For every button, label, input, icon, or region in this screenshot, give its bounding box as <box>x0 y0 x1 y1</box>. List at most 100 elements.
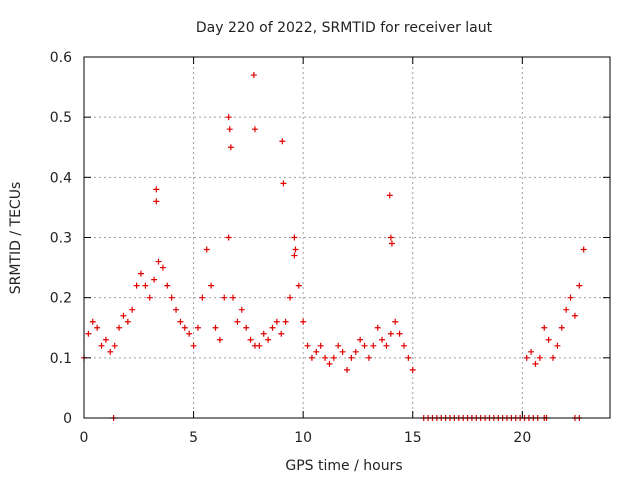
data-point <box>545 336 552 343</box>
data-point <box>153 198 160 205</box>
data-point <box>208 282 215 289</box>
y-tick-label: 0.5 <box>50 110 72 126</box>
y-tick-label: 0.4 <box>50 170 72 186</box>
data-point <box>159 264 166 271</box>
data-point <box>227 144 234 151</box>
y-tick-label: 0.2 <box>50 291 72 307</box>
data-point <box>164 282 171 289</box>
y-tick-label: 0.3 <box>50 231 72 247</box>
data-point <box>317 342 324 349</box>
data-point <box>173 306 180 313</box>
data-point <box>273 318 280 325</box>
data-point <box>396 330 403 337</box>
data-point <box>251 126 258 133</box>
data-point <box>203 246 210 253</box>
data-point <box>186 330 193 337</box>
chart-title: Day 220 of 2022, SRMTID for receiver lau… <box>196 20 493 36</box>
data-point <box>168 294 175 301</box>
data-point <box>558 324 565 331</box>
data-point <box>330 354 337 361</box>
data-point <box>405 354 412 361</box>
data-point <box>308 354 315 361</box>
y-tick-label: 0 <box>63 411 72 427</box>
data-point <box>387 234 394 241</box>
data-point <box>98 342 105 349</box>
data-point <box>357 336 364 343</box>
data-point <box>282 318 289 325</box>
axis-ticks: 0 0.1 0.2 0.3 0.4 0.5 0.6 0 5 10 15 20 <box>50 50 610 446</box>
data-point <box>361 342 368 349</box>
x-tick-label: 10 <box>294 430 312 446</box>
data-point <box>563 306 570 313</box>
x-tick-label: 0 <box>80 430 89 446</box>
data-point <box>230 294 237 301</box>
data-point <box>238 306 245 313</box>
data-point <box>155 258 162 265</box>
data-point <box>576 282 583 289</box>
data-point <box>339 348 346 355</box>
x-tick-label: 15 <box>404 430 422 446</box>
x-tick-label: 5 <box>189 430 198 446</box>
data-point <box>116 324 123 331</box>
data-point <box>216 336 223 343</box>
data-point <box>151 276 158 283</box>
data-point <box>554 342 561 349</box>
data-point <box>278 330 285 337</box>
data-point <box>580 246 587 253</box>
data-point <box>142 282 149 289</box>
data-point <box>129 306 136 313</box>
data-point <box>124 318 131 325</box>
x-tick-label: 20 <box>513 430 531 446</box>
data-point <box>226 126 233 133</box>
data-point <box>181 324 188 331</box>
data-point <box>571 312 578 319</box>
data-point <box>177 318 184 325</box>
data-point <box>528 348 535 355</box>
data-point <box>111 342 118 349</box>
data-point <box>199 294 206 301</box>
data-point <box>304 342 311 349</box>
data-point <box>107 348 114 355</box>
data-point <box>536 354 543 361</box>
data-point <box>225 234 232 241</box>
data-point <box>94 324 101 331</box>
data-point <box>102 336 109 343</box>
y-tick-label: 0.6 <box>50 50 72 66</box>
data-point <box>365 354 372 361</box>
data-point <box>386 192 393 199</box>
data-point <box>269 324 276 331</box>
data-point <box>335 342 342 349</box>
data-point <box>280 180 287 187</box>
data-point <box>190 342 197 349</box>
data-point <box>370 342 377 349</box>
data-point <box>400 342 407 349</box>
data-point <box>137 270 144 277</box>
data-point <box>344 366 350 373</box>
data-point <box>265 336 272 343</box>
data-point <box>247 336 254 343</box>
data-point <box>153 186 160 193</box>
data-point <box>291 234 298 241</box>
data-point <box>133 282 140 289</box>
data-point <box>120 312 127 319</box>
data-point <box>388 240 395 247</box>
data-point <box>300 318 307 325</box>
grid <box>84 57 610 418</box>
data-point <box>256 342 263 349</box>
data-point <box>567 294 574 301</box>
data-point <box>85 330 92 337</box>
data-point <box>212 324 219 331</box>
data-point <box>379 336 386 343</box>
data-point <box>291 252 298 259</box>
data-point <box>322 354 329 361</box>
data-point <box>146 294 153 301</box>
data-point <box>541 324 548 331</box>
x-axis-label: GPS time / hours <box>285 458 402 474</box>
data-point <box>243 324 250 331</box>
data-point <box>348 354 355 361</box>
data-point <box>409 366 416 373</box>
data-point <box>550 354 557 361</box>
data-point <box>352 348 359 355</box>
